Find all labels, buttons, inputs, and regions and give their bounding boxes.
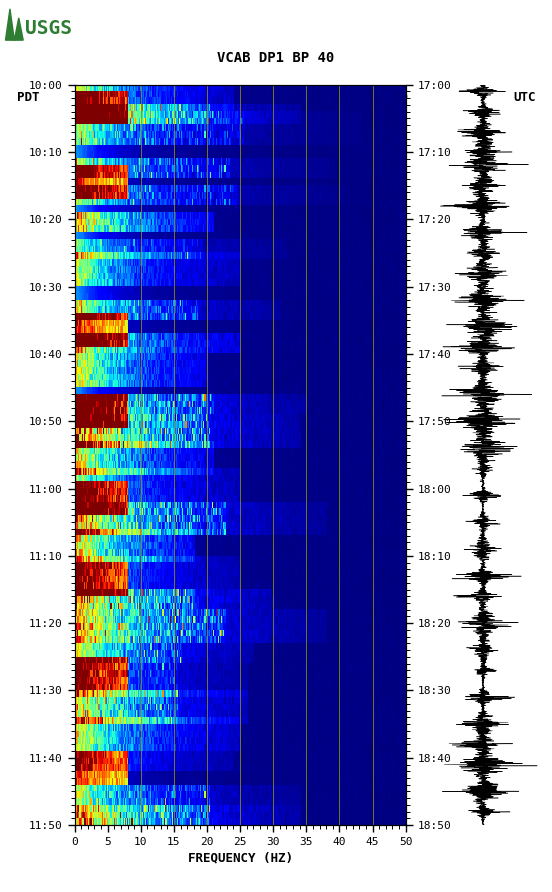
Polygon shape: [6, 9, 23, 40]
Text: Jul12,2023 (Vineyard Canyon, Parkfield, Ca): Jul12,2023 (Vineyard Canyon, Parkfield, …: [87, 91, 410, 104]
Text: USGS: USGS: [25, 20, 72, 38]
Text: UTC: UTC: [513, 91, 535, 104]
Text: PDT: PDT: [17, 91, 39, 104]
X-axis label: FREQUENCY (HZ): FREQUENCY (HZ): [188, 851, 293, 864]
Text: VCAB DP1 BP 40: VCAB DP1 BP 40: [217, 51, 335, 65]
